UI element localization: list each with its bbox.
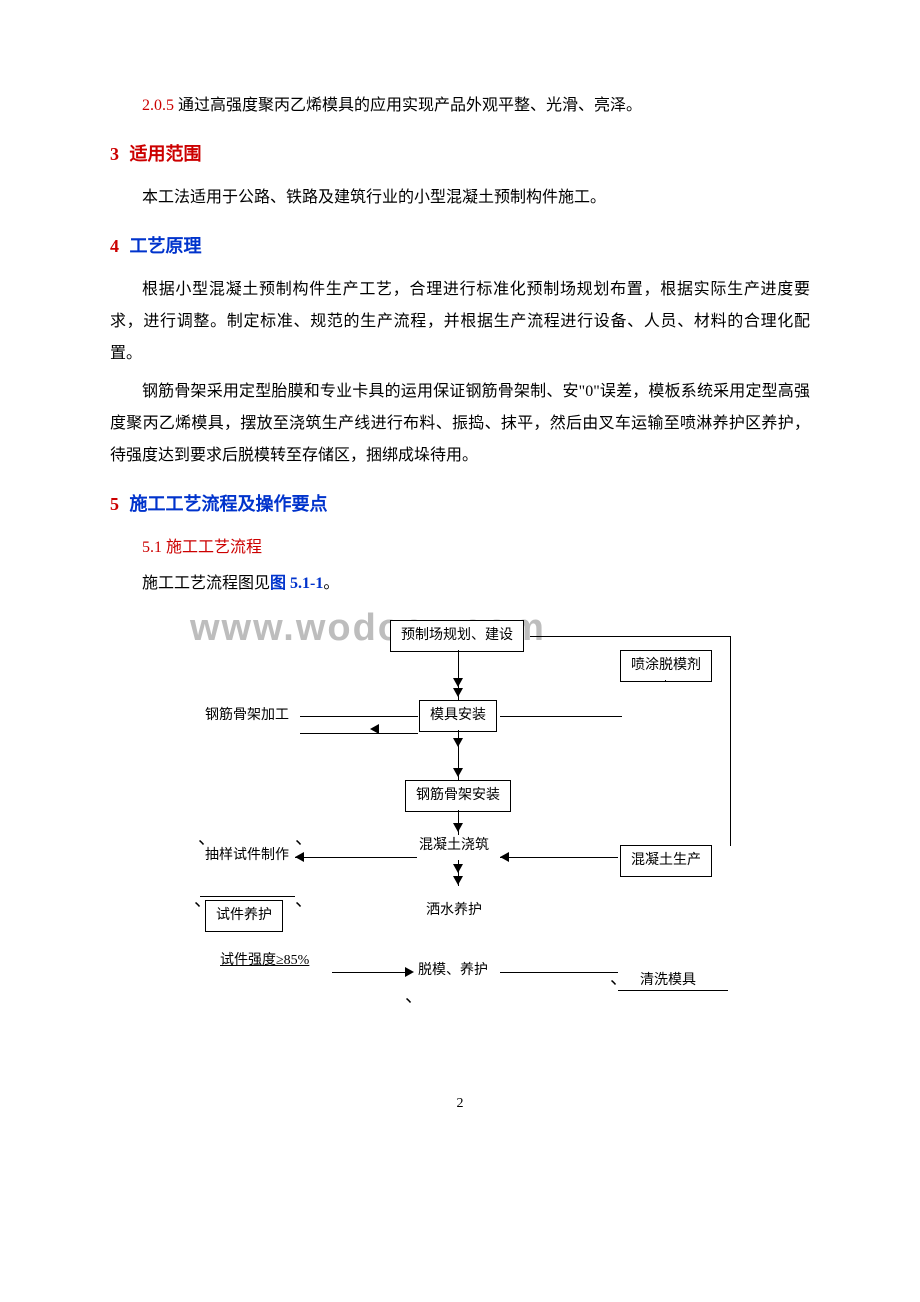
- para-3-1: 本工法适用于公路、铁路及建筑行业的小型混凝土预制构件施工。: [110, 182, 810, 214]
- arrow-down-icon: [453, 678, 463, 687]
- line: [614, 716, 622, 717]
- line: [300, 716, 418, 717]
- node-concrete-pour: 混凝土浇筑: [419, 835, 489, 857]
- arrow-right-icon: [405, 967, 414, 977]
- line: [500, 857, 618, 858]
- node-water-cure: 洒水养护: [426, 900, 482, 922]
- node-mold-install: 模具安装: [419, 700, 497, 732]
- para-4-2: 钢筋骨架采用定型胎膜和专业卡具的运用保证钢筋骨架制、安"0"误差，模板系统采用定…: [110, 376, 810, 472]
- tick-mark: 、: [194, 882, 212, 918]
- heading-3: 3 适用范围: [110, 136, 810, 172]
- line: [618, 990, 728, 991]
- arrow-down-icon: [453, 823, 463, 832]
- line: [332, 972, 412, 973]
- line: [530, 636, 730, 637]
- tick-mark: 、: [198, 820, 216, 856]
- node-spray-release: 喷涂脱模剂: [620, 650, 712, 682]
- node-plan: 预制场规划、建设: [390, 620, 524, 652]
- tick-mark: 、: [295, 882, 313, 918]
- page-number: 2: [110, 1090, 810, 1118]
- heading-num: 4: [110, 236, 119, 256]
- heading-num: 3: [110, 144, 119, 164]
- arrow-down-icon: [453, 876, 463, 885]
- line: [500, 972, 618, 973]
- heading-num: 5: [110, 494, 119, 514]
- arrow-down-icon: [453, 738, 463, 747]
- arrow-left-icon: [500, 852, 509, 862]
- node-strength-cond: 试件强度≥85%: [220, 950, 309, 972]
- heading-text: 施工工艺流程及操作要点: [130, 494, 328, 514]
- line: [295, 857, 417, 858]
- arrow-down-icon: [453, 688, 463, 697]
- para-4-1: 根据小型混凝土预制构件生产工艺，合理进行标准化预制场规划布置，根据实际生产进度要…: [110, 274, 810, 370]
- figure-ref: 图 5.1-1: [270, 575, 323, 592]
- intro-post: 。: [323, 575, 339, 592]
- node-sample-cure: 试件养护: [205, 900, 283, 932]
- line: [500, 716, 620, 717]
- line: [200, 896, 295, 897]
- line: [300, 733, 418, 734]
- para-2-0-5: 2.0.5 通过高强度聚丙乙烯模具的应用实现产品外观平整、光滑、亮泽。: [110, 90, 810, 122]
- heading-4: 4 工艺原理: [110, 228, 810, 264]
- node-rebar-install: 钢筋骨架安装: [405, 780, 511, 812]
- tick-mark: 、: [405, 978, 423, 1014]
- node-concrete-produce: 混凝土生产: [620, 845, 712, 877]
- para-num: 2.0.5: [142, 97, 174, 114]
- line: [730, 636, 731, 846]
- para-text: 通过高强度聚丙乙烯模具的应用实现产品外观平整、光滑、亮泽。: [174, 97, 642, 114]
- node-sample-make: 抽样试件制作: [205, 845, 289, 867]
- subheading-5-1: 5.1 施工工艺流程: [110, 532, 810, 564]
- tick-mark: 、: [295, 820, 313, 856]
- flowchart: 预制场规划、建设 模具安装 钢筋骨架安装 混凝土浇筑 洒水养护 脱模、养护 钢筋…: [110, 620, 810, 1020]
- heading-text: 工艺原理: [130, 236, 202, 256]
- heading-5: 5 施工工艺流程及操作要点: [110, 486, 810, 522]
- node-demold: 脱模、养护: [418, 960, 488, 982]
- intro-pre: 施工工艺流程图见: [142, 575, 270, 592]
- line: [665, 680, 666, 681]
- arrow-down-icon: [453, 768, 463, 777]
- para-5-1-intro: 施工工艺流程图见图 5.1-1。: [110, 568, 810, 600]
- heading-text: 适用范围: [130, 144, 202, 164]
- arrow-down-icon: [453, 864, 463, 873]
- node-rebar-process: 钢筋骨架加工: [205, 705, 289, 727]
